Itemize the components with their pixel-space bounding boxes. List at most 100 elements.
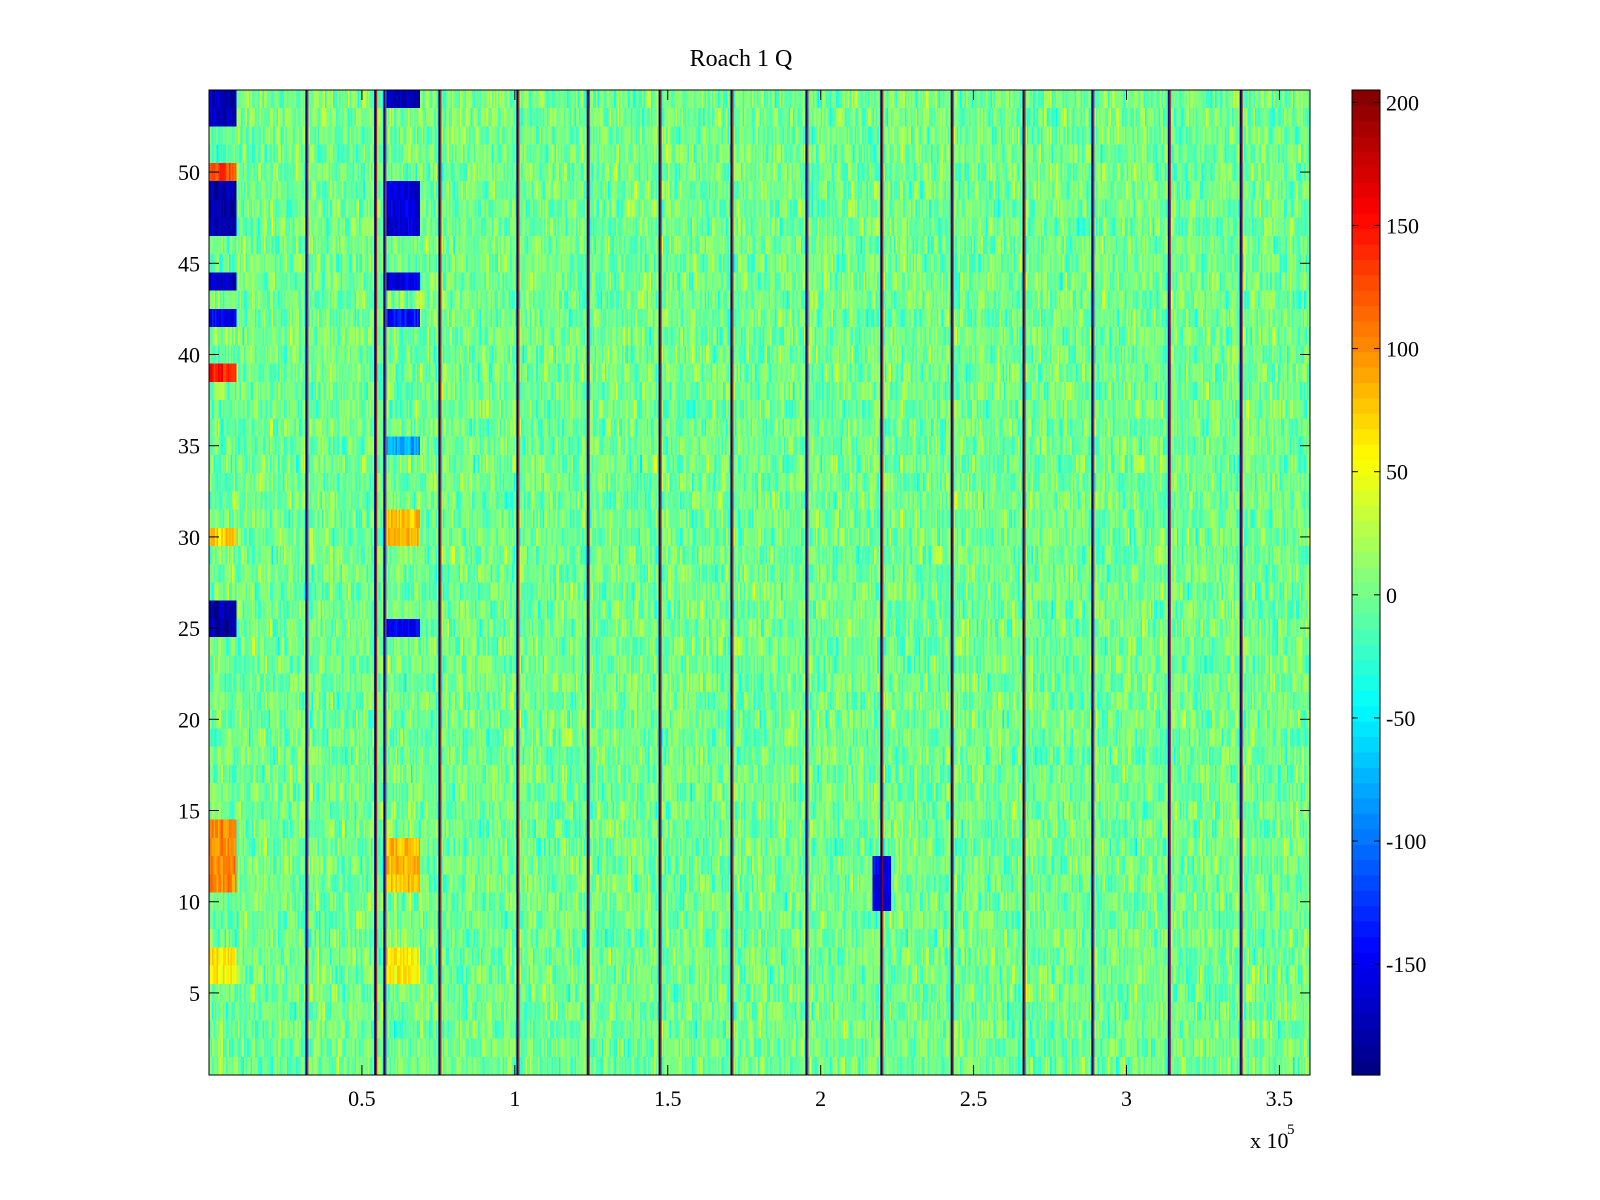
boundary-line-7-edge [732,90,734,1075]
colorbar-swatch [1352,336,1380,353]
y-tick-label: 30 [178,525,200,550]
colorbar-swatch [1352,859,1380,876]
colorbar-tick-label: -50 [1386,706,1415,731]
colorbar-swatch [1352,428,1380,445]
boundary-line-13 [1167,90,1170,1075]
x-tick-label: 3 [1121,1086,1132,1111]
heatmap-cells [209,90,1310,1075]
colorbar-swatch [1352,705,1380,722]
colorbar-swatch [1352,90,1380,106]
colorbar-swatch [1352,320,1380,337]
colorbar-swatch [1352,228,1380,245]
boundary-line-9-edge [882,90,884,1075]
boundary-line-5 [586,90,589,1075]
boundary-line-0 [305,90,308,1075]
colorbar-swatch [1352,290,1380,307]
colorbar-swatch [1352,921,1380,938]
colorbar-swatch [1352,151,1380,168]
colorbar-swatch [1352,367,1380,384]
colorbar-swatch [1352,120,1380,137]
plot-frame [208,89,1311,1076]
colorbar-swatch [1352,259,1380,276]
colorbar-swatch [1352,890,1380,907]
colorbar-swatch [1352,1059,1380,1076]
boundary-line-11 [1022,90,1025,1075]
colorbar-swatch [1352,105,1380,122]
colorbar-swatch [1352,551,1380,568]
x-tick-label: 1.5 [654,1086,682,1111]
boundary-line-6-edge [660,90,662,1075]
boundary-line-7 [730,90,733,1075]
boundary-line-14-edge [1241,90,1243,1075]
colorbar-swatch [1352,721,1380,738]
colorbar-swatch [1352,967,1380,984]
boundary-line-10-edge [952,90,954,1075]
tick-labels: 0.5 1 1.5 2 2.5 3 3.5 5 10 15 20 25 30 35 40 45 50 -150 -1… [178,90,1426,1111]
colorbar-swatch [1352,782,1380,799]
colorbar-tick-label: 100 [1386,337,1419,362]
colorbar-tick-label: 50 [1386,460,1408,485]
boundary-line-12 [1091,90,1094,1075]
colorbar-swatch [1352,874,1380,891]
x-tick-label: 2.5 [960,1086,988,1111]
y-tick-label: 20 [178,707,200,732]
colorbar-swatch [1352,951,1380,968]
colorbar-swatch [1352,1013,1380,1030]
colorbar-swatch [1352,597,1380,614]
colorbar-swatch [1352,536,1380,553]
colorbar-swatch [1352,844,1380,861]
colorbar-swatch [1352,736,1380,753]
boundary-line-12-edge [1093,90,1095,1075]
colorbar-tick-label: 150 [1386,213,1419,238]
colorbar-swatch [1352,213,1380,230]
boundary-line-2 [383,90,386,1075]
colorbar-swatch [1352,520,1380,537]
y-tick-label: 45 [178,251,200,276]
colorbar-swatch [1352,382,1380,399]
colorbar-swatch [1352,767,1380,784]
boundary-line-8 [805,90,808,1075]
boundary-line-4-edge [518,90,520,1075]
heatmap-plot-area [209,90,1310,1075]
boundary-line-9 [880,90,883,1075]
colorbar-swatch [1352,413,1380,430]
boundary-line-4 [516,90,519,1075]
x-exponent-power: 5 [1287,1122,1295,1138]
chart-title: Roach 1 Q [690,46,793,72]
boundary-line-11-edge [1024,90,1026,1075]
colorbar-swatch [1352,351,1380,368]
y-tick-label: 35 [178,434,200,459]
y-tick-label: 25 [178,616,200,641]
colorbar-swatch [1352,998,1380,1015]
boundary-line-14 [1239,90,1242,1075]
colorbar-swatch [1352,690,1380,707]
colorbar-frame [1351,89,1381,1076]
colorbar-swatch [1352,474,1380,491]
boundary-line-1-edge [375,90,378,1075]
colorbar-swatch [1352,797,1380,814]
colorbar-swatch [1352,828,1380,845]
colorbar-swatch [1352,1044,1380,1061]
colorbar-swatch [1352,182,1380,199]
colorbar-swatch [1352,459,1380,476]
colorbar-swatch [1352,197,1380,214]
x-tick-label: 0.5 [348,1086,376,1111]
colorbar-swatch [1352,274,1380,291]
colorbar-swatch [1352,443,1380,460]
boundary-line-1 [374,90,376,1075]
x-tick-label: 1 [509,1086,520,1111]
colorbar-tick-label: 200 [1386,90,1419,115]
y-tick-label: 50 [178,160,200,185]
axes [208,89,1311,1076]
colorbar-swatch [1352,628,1380,645]
colorbar-swatch [1352,582,1380,599]
x-exponent-base: x 10 [1250,1128,1289,1153]
colorbar-swatch [1352,136,1380,153]
colorbar-swatch [1352,305,1380,322]
colorbar-swatch [1352,644,1380,661]
x-exponent-label: x 10 5 [1250,1122,1295,1153]
colorbar-tick-label: -100 [1386,829,1426,854]
boundary-line-8-edge [807,90,809,1075]
colorbar-swatch [1352,1028,1380,1045]
